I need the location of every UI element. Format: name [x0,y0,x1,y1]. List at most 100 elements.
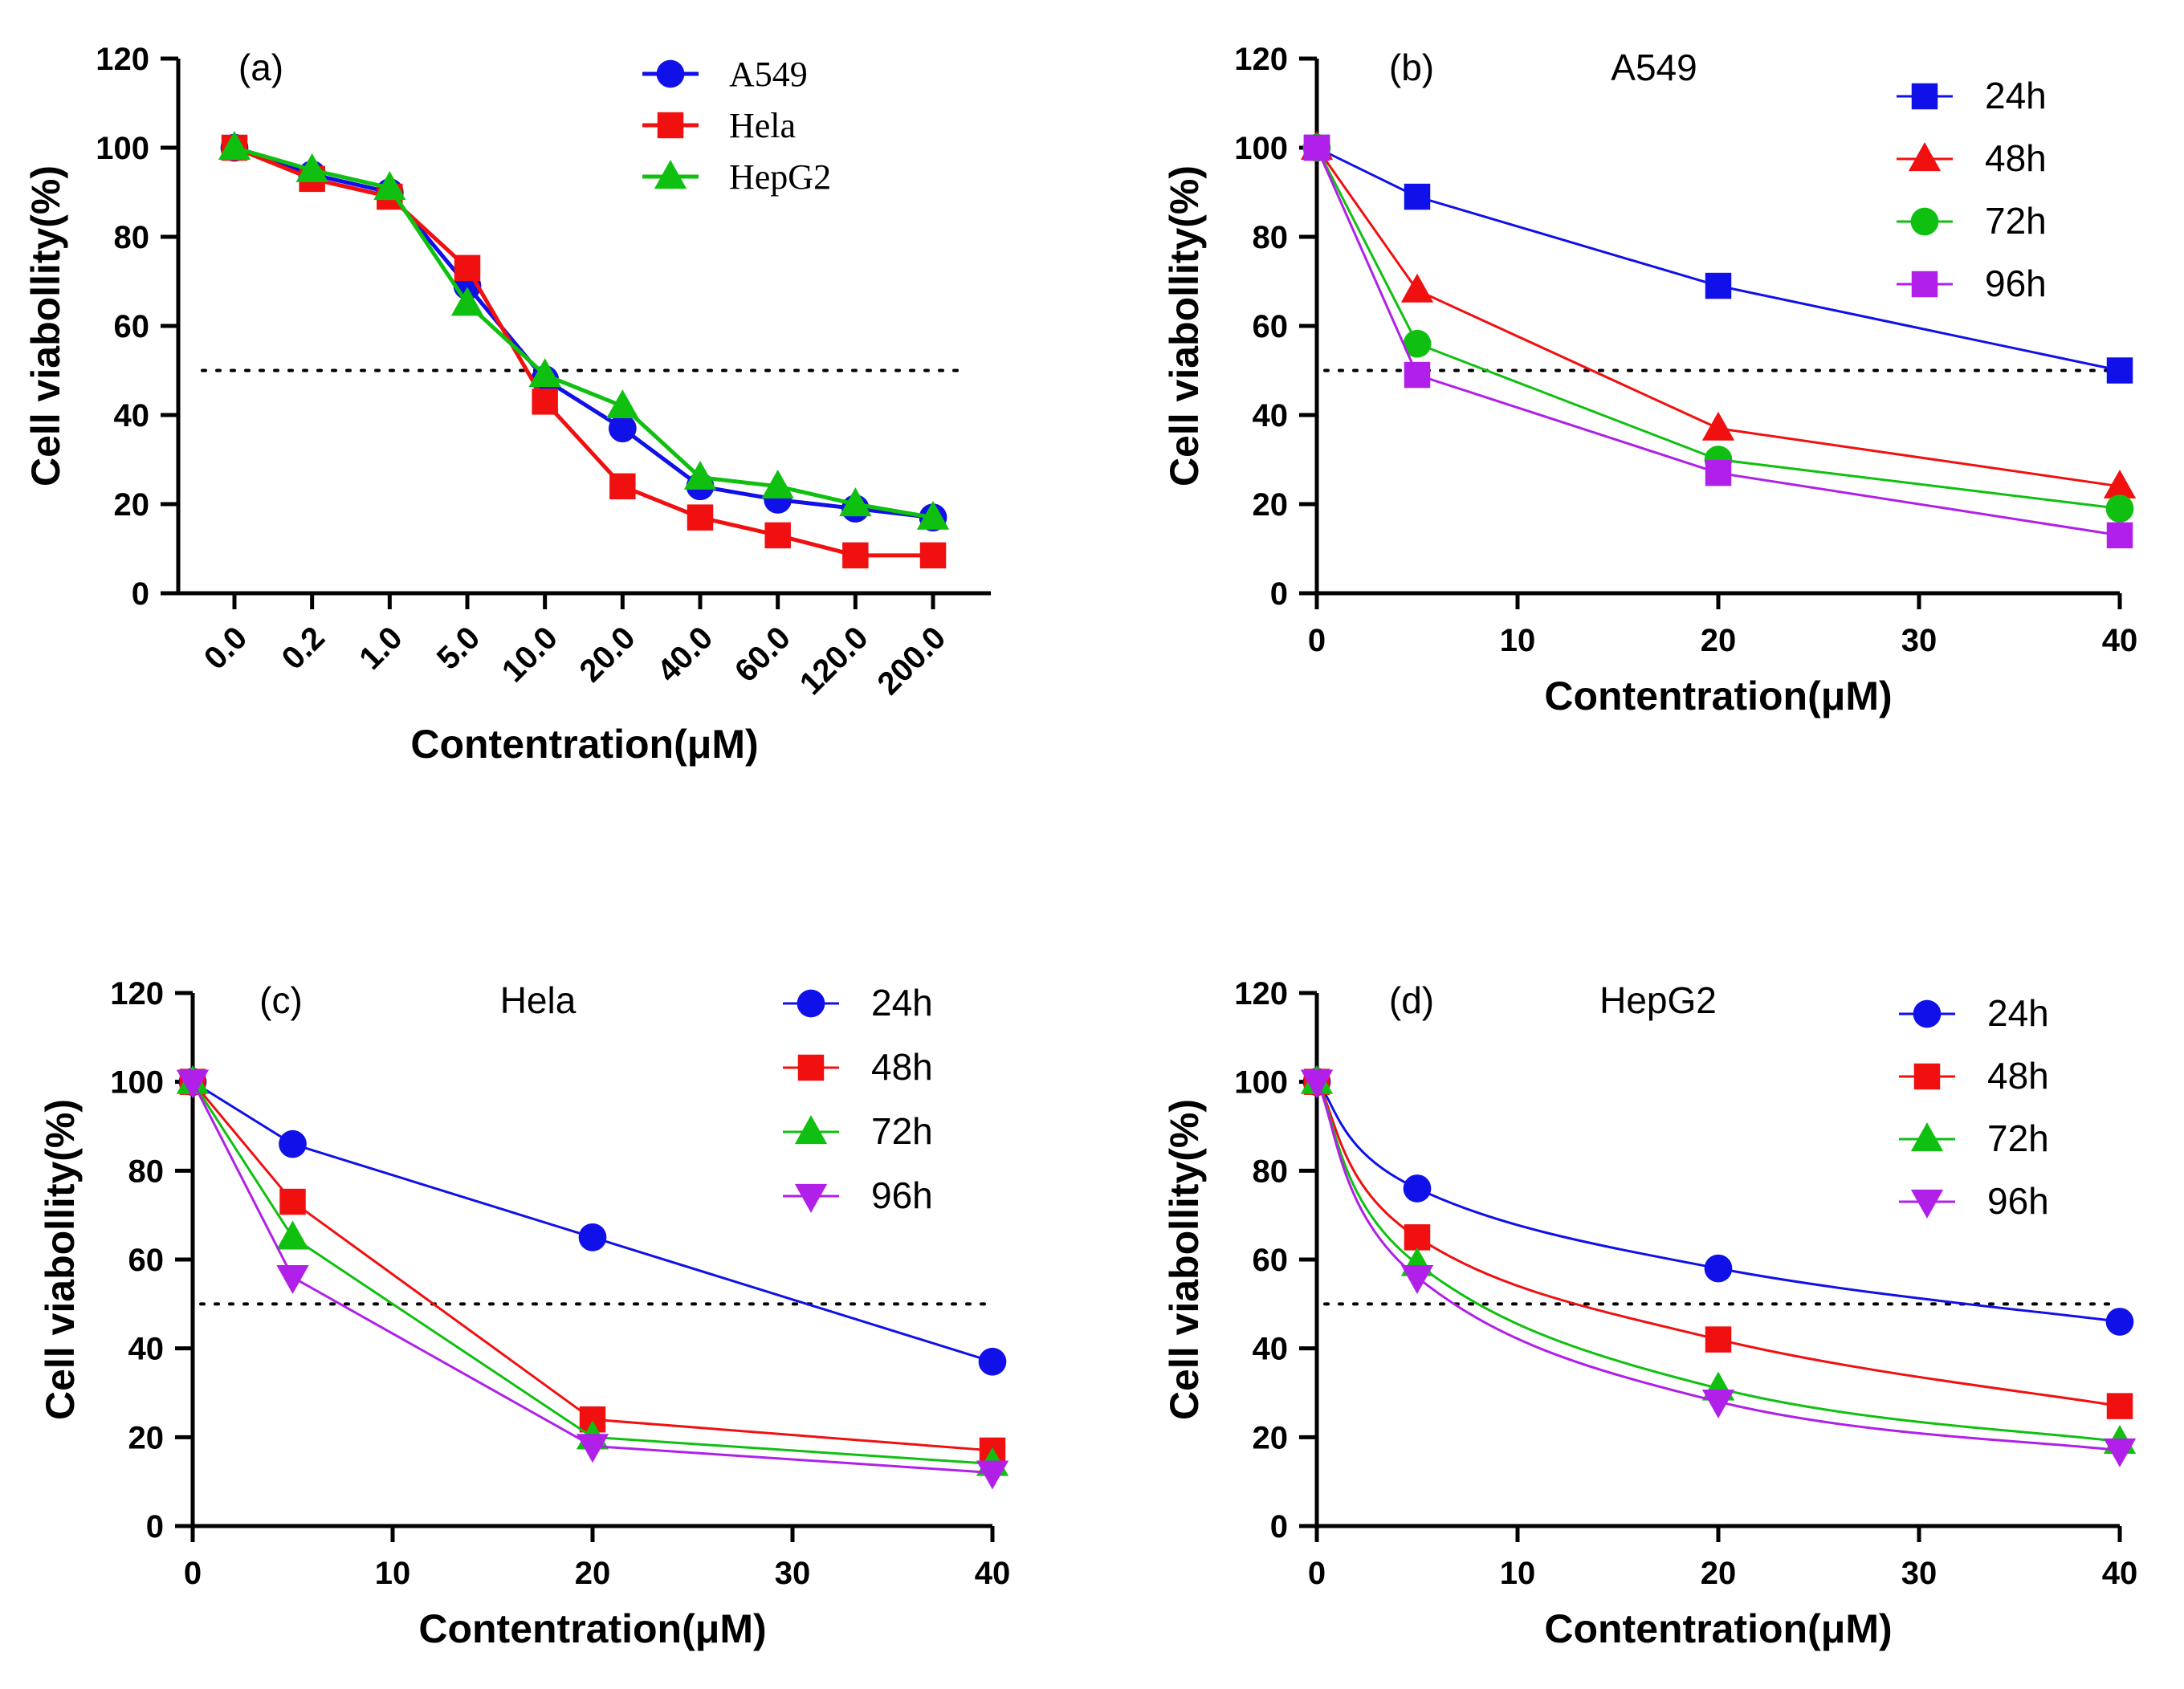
data-point [532,389,558,415]
x-axis-title: Contentration(μM) [418,1606,766,1651]
y-axis-title: Cell viabollity(%) [23,165,68,486]
data-point [276,1265,309,1294]
x-tick-label: 120.0 [793,620,875,702]
data-point [976,1460,1009,1490]
y-axis-title: Cell viabollity(%) [1162,1099,1207,1420]
data-point [919,542,947,569]
data-point [276,1220,309,1250]
x-axis-title: Contentration(μM) [1544,1606,1892,1651]
y-axis-title: Cell viabollity(%) [1162,165,1207,486]
y-axis-title: Cell viabollity(%) [38,1099,83,1420]
data-point [578,1223,607,1251]
series-line [234,145,934,520]
x-tick-label: 20 [575,1556,611,1591]
series-line [191,1081,993,1475]
series-96h: 96h [1303,134,2133,549]
x-tick-label: 30 [775,1556,811,1591]
y-tick-label: 0 [1270,1509,1288,1545]
series-line [1316,146,2121,372]
data-point [2103,469,2137,499]
legend-marker [1910,1189,1944,1219]
data-point [609,473,636,500]
data-point [1403,329,1432,358]
data-point [1404,361,1431,389]
legend-label: 24h [871,982,933,1024]
y-tick-label: 20 [114,487,150,523]
data-point [2106,1393,2133,1419]
x-tick-label: 0 [1308,1556,1326,1591]
data-point [1705,272,1732,299]
y-tick-label: 0 [1270,576,1288,612]
y-tick-label: 40 [128,1332,165,1367]
y-tick-label: 120 [1234,976,1288,1011]
legend-label: 72h [1987,1117,2049,1159]
series-A549: A549 [220,55,947,532]
series-48h: 48h [1303,1055,2133,1419]
data-point [1705,1326,1732,1353]
legend-marker [797,989,825,1018]
x-tick-label: 0.2 [275,620,332,676]
y-tick-label: 120 [1234,42,1288,77]
data-point [2103,1438,2137,1467]
series-96h: 96h [1300,1069,2137,1467]
data-point [839,487,872,517]
series-24h: 24h [1302,992,2134,1336]
x-axis-title: Contentration(μM) [1544,674,1892,718]
panel-label: (a) [238,47,283,88]
data-point [683,460,717,490]
chart-panel-a: 0 20 40 60 80 100 120 0.0 0.2 1.0 5.0 10.0 20.0 40.0 6… [23,42,991,767]
x-tick-label: 10 [1500,623,1536,658]
legend-marker [794,1183,828,1213]
data-point [2105,494,2134,523]
x-tick-label: 0 [184,1556,202,1591]
data-point [279,1129,307,1158]
data-point [528,358,561,388]
legend-label: 72h [871,1110,933,1152]
series-line [191,1081,993,1452]
x-tick-label: 200.0 [870,620,952,702]
series-line [234,145,933,558]
panel-title: Hela [500,979,577,1021]
y-tick-label: 60 [1253,1243,1289,1278]
y-tick-label: 60 [128,1243,165,1278]
legend-label: HepG2 [729,157,831,197]
data-point [176,1069,210,1099]
x-tick-label: 40 [2102,1556,2138,1591]
x-tick-label: 5.0 [430,620,487,676]
series-line [191,1081,993,1466]
legend-marker [1913,999,1942,1028]
x-tick-label: 0 [1308,623,1326,658]
y-tick-label: 80 [128,1154,165,1189]
legend-marker [1908,142,1942,172]
series-line [234,145,934,520]
chart-panel-c: 0 20 40 60 80 100 120 0 10 20 30 40 Contentration(μM… [38,976,1010,1651]
series-line [192,1081,993,1363]
legend-marker [1911,83,1938,110]
legend-marker [797,1054,825,1081]
legend-marker [1910,1122,1944,1152]
legend-label: Hela [729,106,796,145]
y-tick-label: 80 [114,220,150,255]
panel-label: (c) [259,979,303,1021]
data-point [1701,1389,1735,1418]
legend-marker [656,59,685,88]
legend-label: 24h [1987,992,2049,1034]
legend-marker [1910,207,1939,236]
panel-title: A549 [1611,47,1697,88]
data-point [279,1188,306,1215]
x-tick-label: 30 [1901,1556,1937,1591]
data-point [576,1434,609,1463]
data-point [2105,1308,2134,1336]
chart-panel-b: 0 20 40 60 80 100 120 0 10 20 30 40 Contentration(μM… [1162,42,2137,718]
legend-label: 96h [1985,263,2047,304]
data-point [1300,1069,1334,1099]
legend-label: 48h [1985,137,2047,179]
y-tick-label: 40 [1253,1332,1289,1367]
legend-marker [1913,1063,1941,1090]
x-tick-label: 30 [1901,623,1937,658]
data-point [1400,273,1434,303]
x-tick-label: 40 [975,1556,1011,1591]
y-tick-label: 60 [114,309,150,344]
data-point [608,414,637,443]
